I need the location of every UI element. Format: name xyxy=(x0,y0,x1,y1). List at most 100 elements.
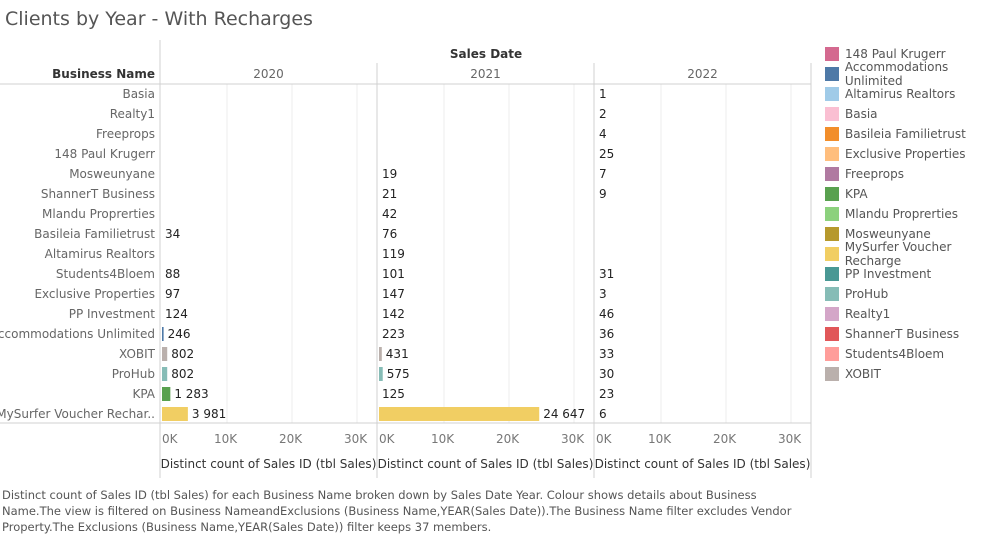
legend-label: Freeprops xyxy=(845,167,904,181)
legend-swatch xyxy=(825,367,839,381)
legend-label: KPA xyxy=(845,187,868,201)
data-label: 42 xyxy=(382,207,397,221)
legend-label: MySurfer Voucher Recharge xyxy=(844,240,952,268)
data-label: 19 xyxy=(382,167,397,181)
row-header: Business Name xyxy=(52,67,155,81)
row-label: MySurfer Voucher Rechar.. xyxy=(0,407,155,421)
x-tick-label: 30K xyxy=(561,432,585,446)
legend-item[interactable]: Freeprops xyxy=(825,164,1008,184)
legend-swatch xyxy=(825,307,839,321)
legend-item[interactable]: ProHub xyxy=(825,284,1008,304)
chart-title: Clients by Year - With Recharges xyxy=(5,8,313,30)
bar xyxy=(162,347,168,361)
legend-item[interactable]: MySurfer Voucher Recharge xyxy=(825,240,1008,268)
data-label: 119 xyxy=(382,247,405,261)
x-axis-title: Distinct count of Sales ID (tbl Sales) xyxy=(378,457,594,471)
bar xyxy=(162,367,168,381)
x-tick-label: 0K xyxy=(379,432,396,446)
legend-swatch xyxy=(825,67,839,81)
x-axis-title: Distinct count of Sales ID (tbl Sales) xyxy=(161,457,377,471)
data-label: 25 xyxy=(599,147,614,161)
bar xyxy=(379,347,382,361)
legend-item[interactable]: Basia xyxy=(825,104,1008,124)
row-label: Basileia Familietrust xyxy=(34,227,155,241)
data-label: 223 xyxy=(382,327,405,341)
data-label: 23 xyxy=(599,387,614,401)
x-tick-label: 0K xyxy=(596,432,613,446)
bar xyxy=(379,407,540,421)
bar xyxy=(162,327,164,341)
column-header: Sales Date xyxy=(450,47,522,61)
legend-item[interactable]: Accommodations Unlimited xyxy=(825,60,1008,88)
legend-item[interactable]: Realty1 xyxy=(825,304,1008,324)
data-label: 97 xyxy=(165,287,180,301)
data-label: 33 xyxy=(599,347,614,361)
data-label: 1 283 xyxy=(174,387,208,401)
row-label: KPA xyxy=(132,387,155,401)
legend-label: Accommodations Unlimited xyxy=(844,60,949,88)
data-label: 1 xyxy=(599,87,607,101)
legend-item[interactable]: ShannerT Business xyxy=(825,324,1008,344)
legend-label: Mlandu Proprerties xyxy=(845,207,958,221)
row-label: ShannerT Business xyxy=(41,187,155,201)
data-label: 2 xyxy=(599,107,607,121)
data-label: 76 xyxy=(382,227,397,241)
bar xyxy=(379,367,383,381)
bar xyxy=(162,387,171,401)
panel-header-2020: 2020 xyxy=(253,67,284,81)
data-label: 246 xyxy=(168,327,191,341)
legend-item[interactable]: XOBIT xyxy=(825,364,1008,384)
row-label: Exclusive Properties xyxy=(34,287,155,301)
data-label: 31 xyxy=(599,267,614,281)
legend-label: Basileia Familietrust xyxy=(845,127,966,141)
legend-swatch xyxy=(825,87,839,101)
legend-label: ProHub xyxy=(845,287,889,301)
row-label: Altamirus Realtors xyxy=(45,247,155,261)
legend-item[interactable]: Students4Bloem xyxy=(825,344,1008,364)
legend-item[interactable]: Mosweunyane xyxy=(825,224,1008,244)
row-label: Realty1 xyxy=(110,107,155,121)
data-label: 431 xyxy=(386,347,409,361)
legend-label: Basia xyxy=(845,107,878,121)
x-tick-label: 30K xyxy=(344,432,368,446)
x-tick-label: 0K xyxy=(162,432,179,446)
panel-header-2021: 2021 xyxy=(470,67,501,81)
row-label: ProHub xyxy=(112,367,155,381)
row-label: Basia xyxy=(122,87,155,101)
legend-label: Exclusive Properties xyxy=(845,147,966,161)
data-label: 101 xyxy=(382,267,405,281)
legend-item[interactable]: PP Investment xyxy=(825,264,1008,284)
legend[interactable]: 148 Paul Krugerr Accommodations Unlimited… xyxy=(825,44,1008,384)
legend-item[interactable]: KPA xyxy=(825,184,1008,204)
legend-item[interactable]: Mlandu Proprerties xyxy=(825,204,1008,224)
data-label: 36 xyxy=(599,327,614,341)
data-label: 88 xyxy=(165,267,180,281)
legend-label: Students4Bloem xyxy=(845,347,945,361)
row-label: Freeprops xyxy=(96,127,155,141)
x-tick-label: 20K xyxy=(496,432,520,446)
data-label: 6 xyxy=(599,407,607,421)
data-label: 147 xyxy=(382,287,405,301)
data-label: 124 xyxy=(165,307,188,321)
legend-item[interactable]: Exclusive Properties xyxy=(825,144,1008,164)
data-label: 142 xyxy=(382,307,405,321)
legend-swatch xyxy=(825,247,839,261)
x-tick-label: 20K xyxy=(279,432,303,446)
row-label: Mlandu Proprerties xyxy=(42,207,155,221)
data-label: 21 xyxy=(382,187,397,201)
row-label: Accommodations Unlimited xyxy=(0,327,155,341)
data-label: 802 xyxy=(171,367,194,381)
legend-label: XOBIT xyxy=(845,367,881,381)
legend-item[interactable]: Basileia Familietrust xyxy=(825,124,1008,144)
legend-item[interactable]: 148 Paul Krugerr xyxy=(825,44,1008,64)
data-label: 4 xyxy=(599,127,607,141)
x-axis-title: Distinct count of Sales ID (tbl Sales) xyxy=(595,457,811,471)
legend-swatch xyxy=(825,147,839,161)
legend-item[interactable]: Altamirus Realtors xyxy=(825,84,1008,104)
row-label: Mosweunyane xyxy=(69,167,155,181)
legend-swatch xyxy=(825,47,839,61)
chart-caption: Distinct count of Sales ID (tbl Sales) f… xyxy=(2,488,792,534)
x-tick-label: 10K xyxy=(648,432,672,446)
row-label: 148 Paul Krugerr xyxy=(54,147,155,161)
